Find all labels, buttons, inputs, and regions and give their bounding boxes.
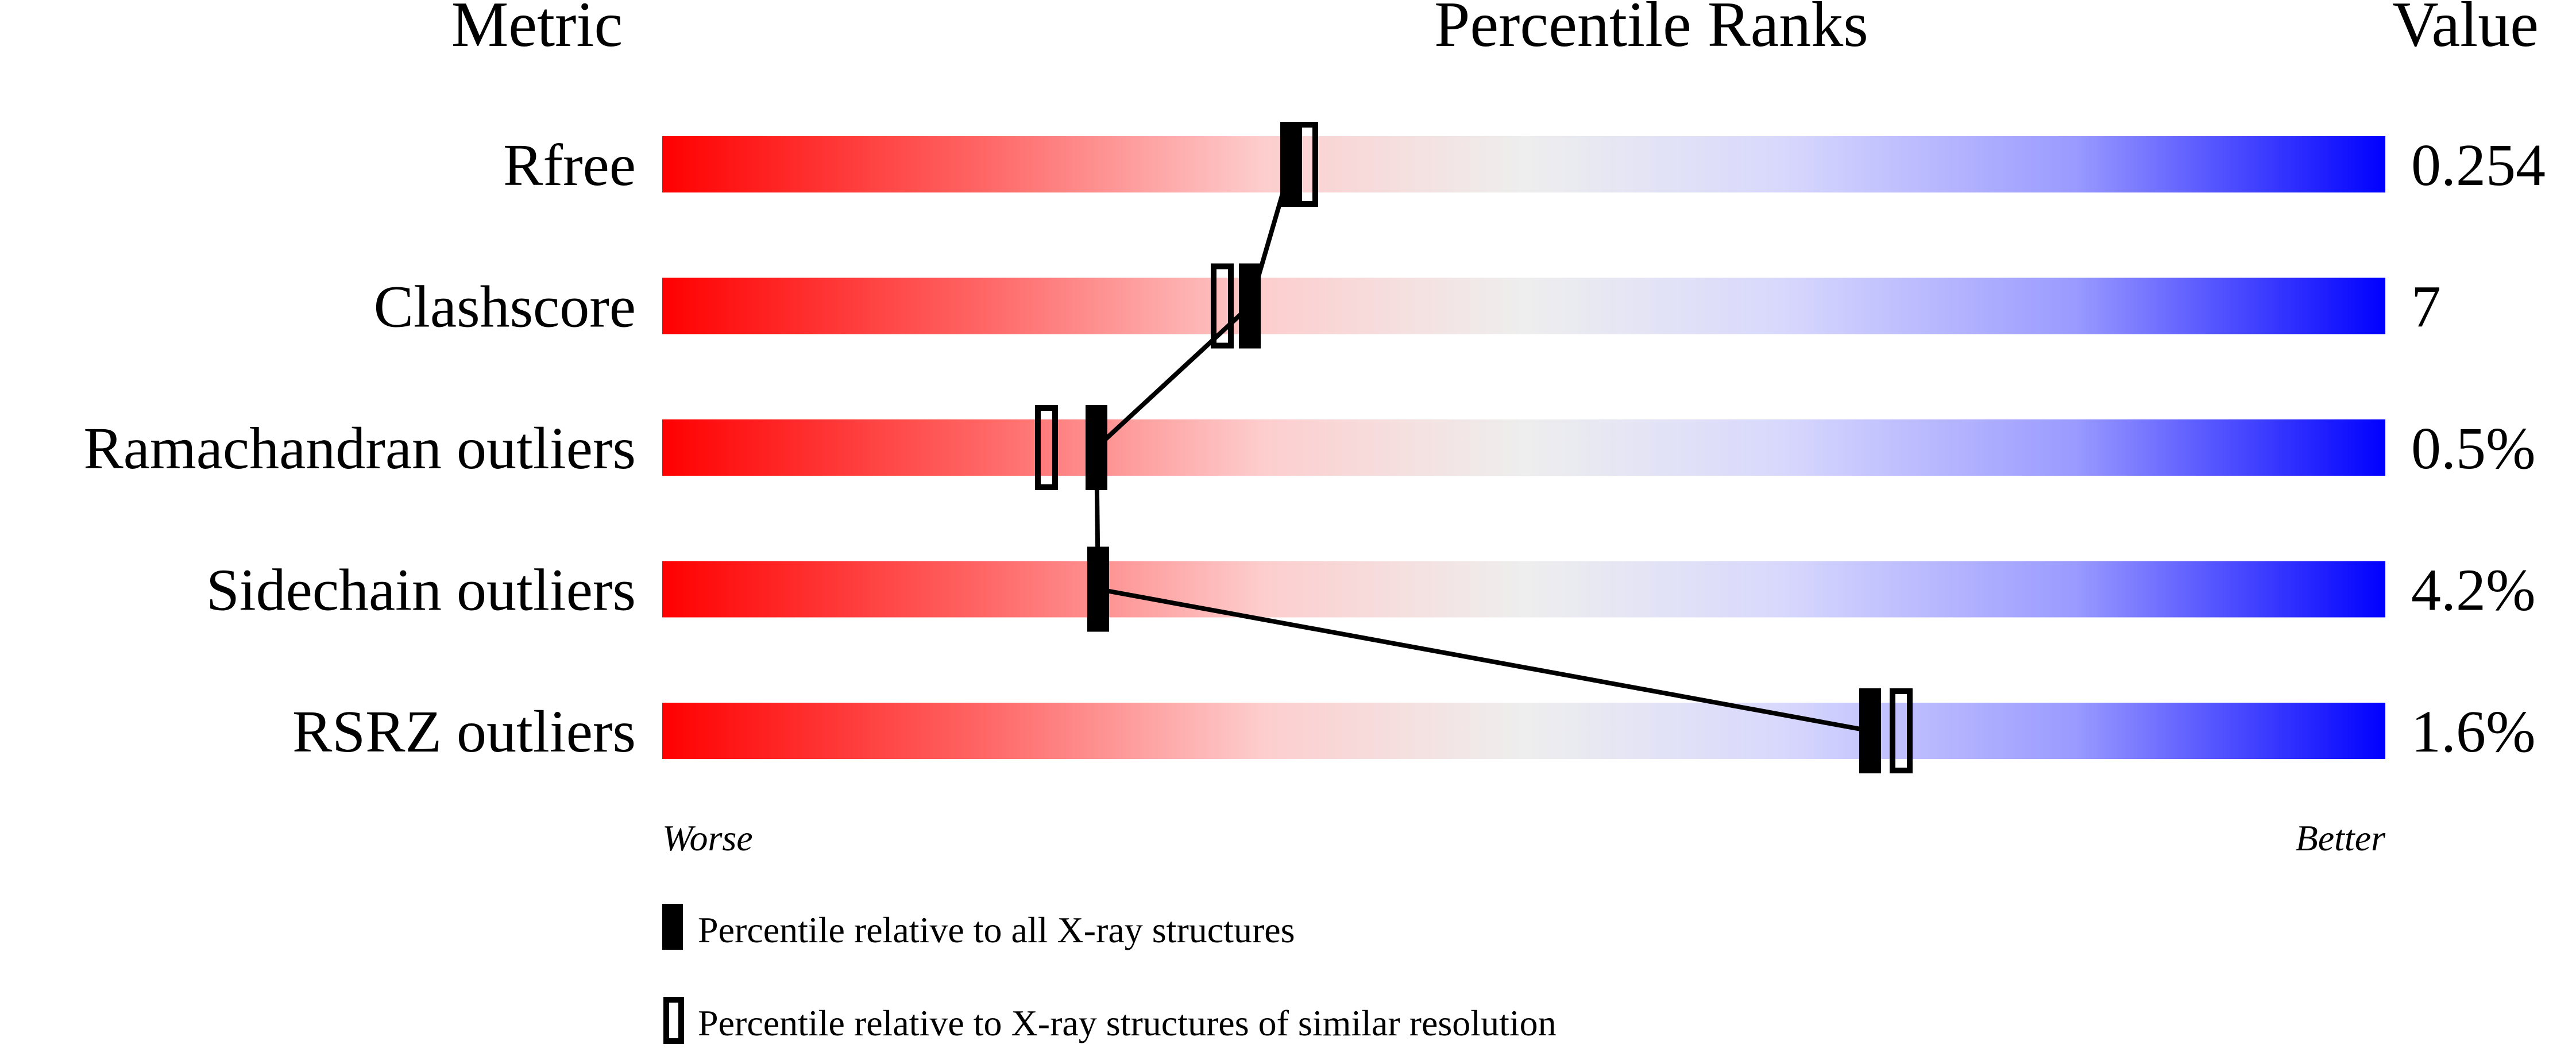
marker-all-structures xyxy=(1087,546,1109,632)
marker-all-structures xyxy=(1086,405,1107,490)
percentile-bar xyxy=(662,278,2385,334)
legend-open-marker-icon xyxy=(663,997,684,1044)
metric-label: Sidechain outliers xyxy=(206,557,636,623)
metric-label: RSRZ outliers xyxy=(292,699,636,765)
marker-similar-resolution xyxy=(1890,688,1913,773)
rows: Rfree 0.254 Clashscore 7 Ramachandran outlie… xyxy=(83,122,2546,773)
metric-label: Rfree xyxy=(503,132,636,198)
header-metric: Metric xyxy=(451,0,623,60)
metric-value: 0.5% xyxy=(2411,415,2536,481)
marker-similar-resolution xyxy=(1035,405,1058,490)
marker-all-structures xyxy=(1280,122,1302,207)
metric-value: 1.6% xyxy=(2411,699,2536,765)
metric-label: Ramachandran outliers xyxy=(83,415,636,481)
percentile-bar xyxy=(662,561,2385,618)
legend-label-similar: Percentile relative to X-ray structures … xyxy=(698,1003,1557,1043)
marker-all-structures xyxy=(1239,263,1261,349)
marker-all-structures xyxy=(1859,688,1881,773)
connector-line xyxy=(1098,587,1871,733)
legend-label-all: Percentile relative to all X-ray structu… xyxy=(698,910,1295,950)
axis-label-worse: Worse xyxy=(662,818,753,858)
axis-label-better: Better xyxy=(2296,818,2386,858)
percentile-bar xyxy=(662,703,2385,759)
metric-label: Clashscore xyxy=(374,274,636,340)
connector-line xyxy=(1095,304,1252,449)
marker-similar-resolution xyxy=(1211,263,1234,349)
percentile-bar xyxy=(662,419,2385,476)
header-percentile-ranks: Percentile Ranks xyxy=(1434,0,1868,60)
markers xyxy=(1035,122,1913,773)
percentile-bar xyxy=(662,136,2385,192)
metric-value: 7 xyxy=(2411,274,2441,340)
legend-filled-marker-icon xyxy=(662,904,683,950)
metric-value: 4.2% xyxy=(2411,557,2536,623)
header-value: Value xyxy=(2392,0,2539,60)
metric-value: 0.254 xyxy=(2411,132,2546,198)
